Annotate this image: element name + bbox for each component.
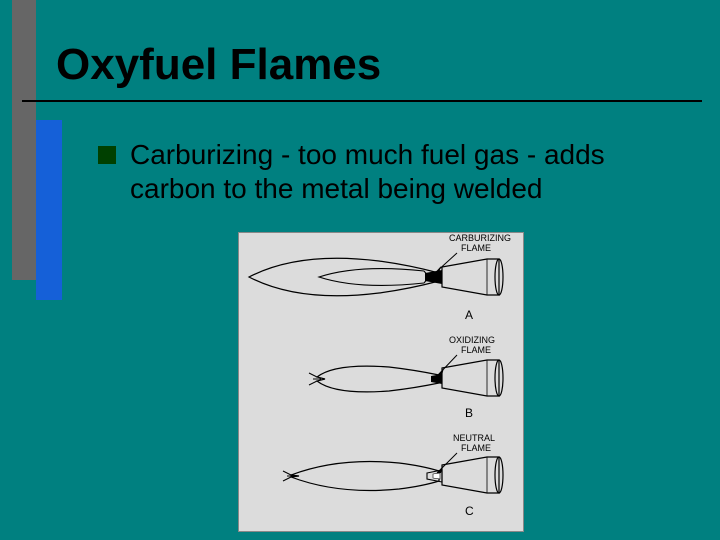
- body-text: Carburizing - too much fuel gas - adds c…: [130, 138, 660, 205]
- label-carburizing-2: FLAME: [461, 243, 491, 253]
- flame-carburizing: CARBURIZING FLAME A: [249, 233, 511, 322]
- label-neutral-1: NEUTRAL: [453, 433, 495, 443]
- letter-c: C: [465, 504, 474, 518]
- label-carburizing-1: CARBURIZING: [449, 233, 511, 243]
- accent-bar-blue: [36, 120, 62, 300]
- flame-oxidizing: OXIDIZING FLAME B: [309, 335, 503, 420]
- label-oxidizing-2: FLAME: [461, 345, 491, 355]
- bullet-square: [98, 146, 116, 164]
- page-title: Oxyfuel Flames: [56, 40, 381, 90]
- label-neutral-2: FLAME: [461, 443, 491, 453]
- flame-neutral: NEUTRAL FLAME C: [283, 433, 503, 518]
- flame-diagram: CARBURIZING FLAME A OXIDIZING FLAME B: [238, 232, 524, 532]
- letter-b: B: [465, 406, 473, 420]
- accent-bar-grey: [12, 0, 36, 280]
- letter-a: A: [465, 308, 473, 322]
- label-oxidizing-1: OXIDIZING: [449, 335, 495, 345]
- title-underline: [22, 100, 702, 102]
